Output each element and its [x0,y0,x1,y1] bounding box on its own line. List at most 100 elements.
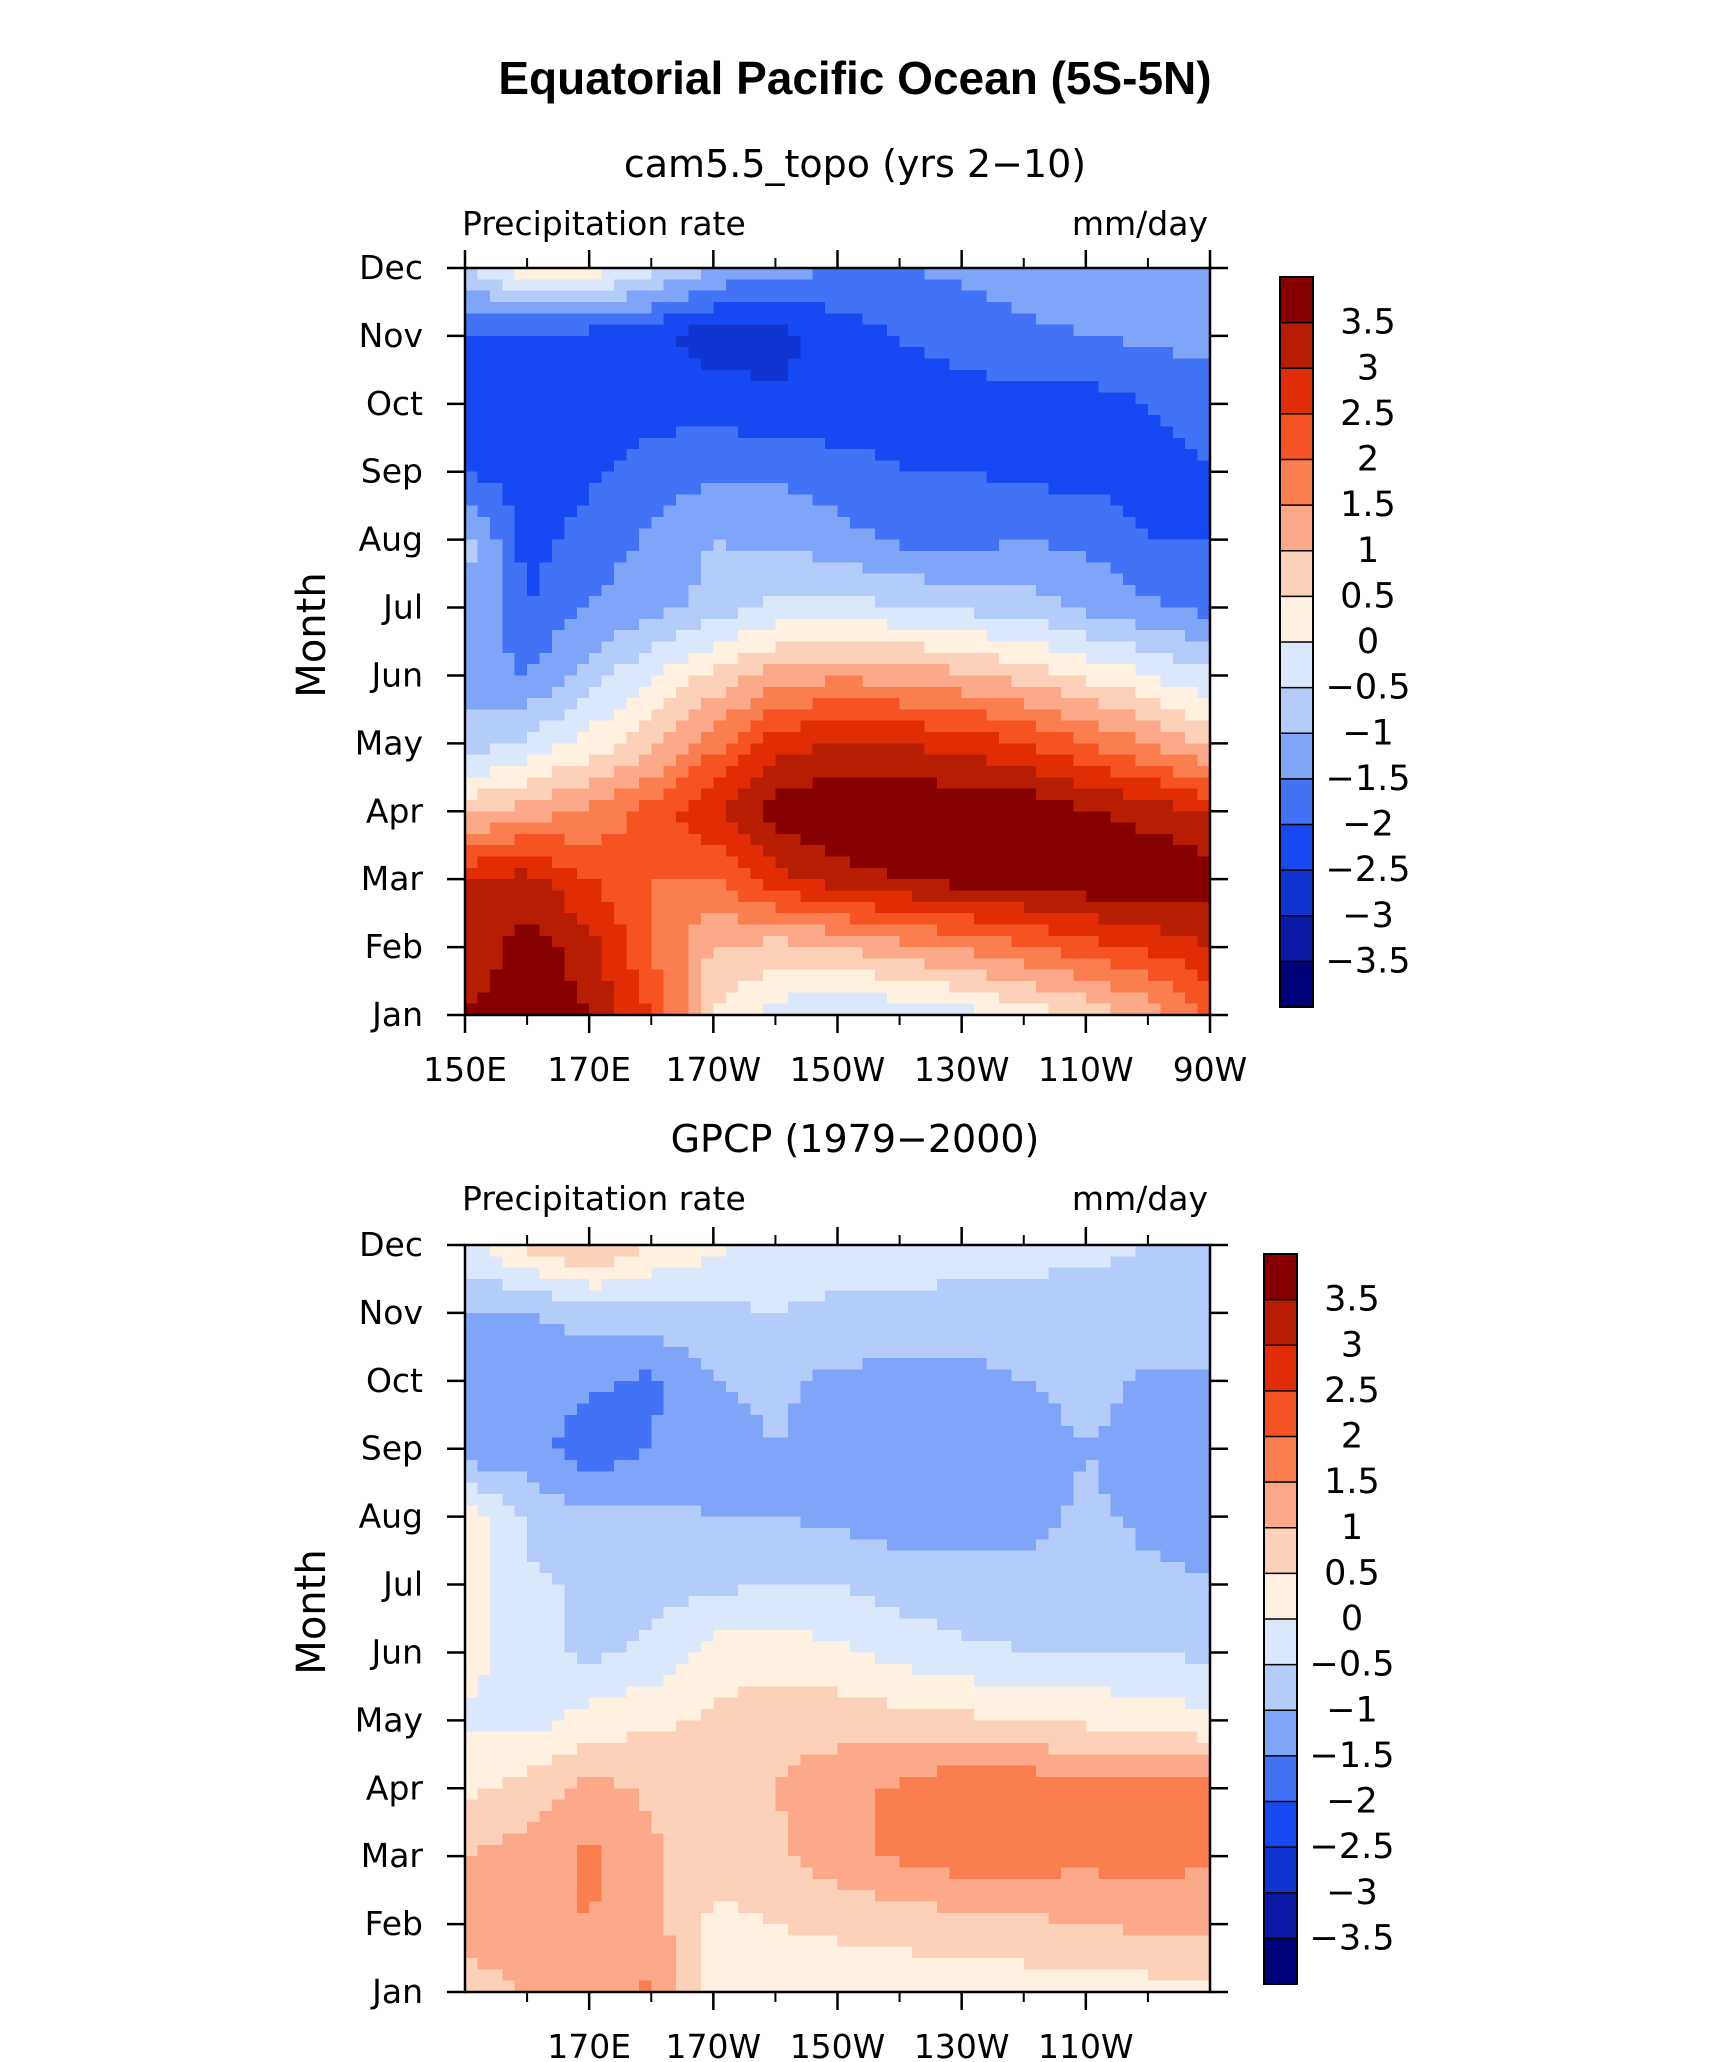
heatmap-cell [849,935,863,948]
heatmap-cell [725,313,739,326]
heatmap-cell [551,1369,565,1382]
heatmap-cell [961,777,975,790]
heatmap-cell [787,981,801,993]
heatmap-cell [700,1380,714,1393]
heatmap-cell [663,1003,677,1016]
heatmap-cell [1098,969,1112,982]
heatmap-cell [1147,686,1161,699]
heatmap-cell [551,1403,565,1416]
heatmap-cell [912,471,926,484]
heatmap-cell [1061,369,1075,382]
heatmap-cell [1147,833,1161,846]
heatmap-cell [1048,799,1062,812]
heatmap-cell [986,1301,1000,1314]
heatmap-cell [874,1245,888,1257]
heatmap-cell [514,460,528,473]
heatmap-cell [527,1369,541,1382]
heatmap-cell [912,1346,926,1359]
heatmap-cell [1147,1324,1161,1337]
heatmap-cell [1085,1392,1099,1405]
heatmap-cell [1036,822,1050,835]
heatmap-cell [465,1346,479,1359]
heatmap-cell [489,562,503,575]
heatmap-cell [700,573,714,586]
heatmap-cell [589,720,603,733]
heatmap-cell [502,335,516,348]
heatmap-cell [564,449,578,462]
heatmap-cell [663,460,677,473]
heatmap-cell [986,1346,1000,1359]
heatmap-cell [1073,890,1087,903]
heatmap-cell [465,1358,479,1371]
heatmap-cell [974,618,988,631]
heatmap-cell [626,313,640,326]
heatmap-cell [663,1335,677,1348]
heatmap-cell [912,403,926,416]
heatmap-cell [800,313,814,326]
heatmap-cell [651,630,665,643]
heatmap-cell [489,1003,503,1016]
heatmap-cell [825,392,839,405]
heatmap-cell [1036,290,1050,303]
heatmap-cell [676,313,690,326]
heatmap-cell [1197,1301,1211,1314]
heatmap-cell [998,483,1012,495]
heatmap-cell [986,471,1000,484]
heatmap-cell [576,1256,590,1269]
heatmap-cell [1110,279,1124,292]
heatmap-cell [787,1301,801,1314]
heatmap-cell [1048,969,1062,982]
heatmap-cell [812,822,826,835]
heatmap-cell [763,1245,777,1257]
heatmap-cell [825,584,839,597]
heatmap-cell [1197,732,1211,744]
heatmap-cell [1048,777,1062,790]
heatmap-cell [849,584,863,597]
heatmap-cell [1085,584,1099,597]
heatmap-cell [1147,618,1161,631]
heatmap-cell [663,539,677,552]
heatmap-cell [1011,777,1025,790]
heatmap-cell [551,279,565,292]
heatmap-cell [812,856,826,869]
heatmap-cell [477,958,491,971]
heatmap-cell [489,924,503,937]
heatmap-cell [614,754,628,767]
heatmap-cell [713,958,727,971]
heatmap-cell [614,913,628,926]
colorbar-swatch [1280,778,1313,825]
heatmap-cell [738,596,752,609]
heatmap-cell [986,1267,1000,1280]
heatmap-cell [1110,1346,1124,1359]
heatmap-cell [1061,799,1075,812]
heatmap-cell [1098,460,1112,473]
heatmap-cell [1011,1267,1025,1280]
heatmap-cell [651,437,665,450]
heatmap-cell [986,958,1000,971]
heatmap-cell [1172,709,1186,722]
heatmap-cell [961,698,975,711]
heatmap-cell [1160,1278,1174,1291]
heatmap-cell [514,833,528,846]
heatmap-cell [961,403,975,416]
heatmap-cell [465,313,479,326]
heatmap-cell [1135,720,1149,733]
heatmap-cell [1123,335,1137,348]
heatmap-cell [1085,460,1099,473]
heatmap-cell [986,1403,1000,1416]
heatmap-cell [713,788,727,801]
heatmap-cell [738,381,752,394]
heatmap-cell [551,528,565,541]
heatmap-cell [502,1278,516,1291]
heatmap-cell [986,437,1000,450]
heatmap-cell [763,268,777,280]
heatmap-cell [663,709,677,722]
heatmap-cell [825,607,839,620]
heatmap-cell [638,1245,652,1257]
heatmap-cell [1135,709,1149,722]
heatmap-cell [750,1403,764,1416]
heatmap-cell [477,335,491,348]
heatmap-cell [974,381,988,394]
heatmap-cell [1160,460,1174,473]
heatmap-cell [1036,867,1050,880]
